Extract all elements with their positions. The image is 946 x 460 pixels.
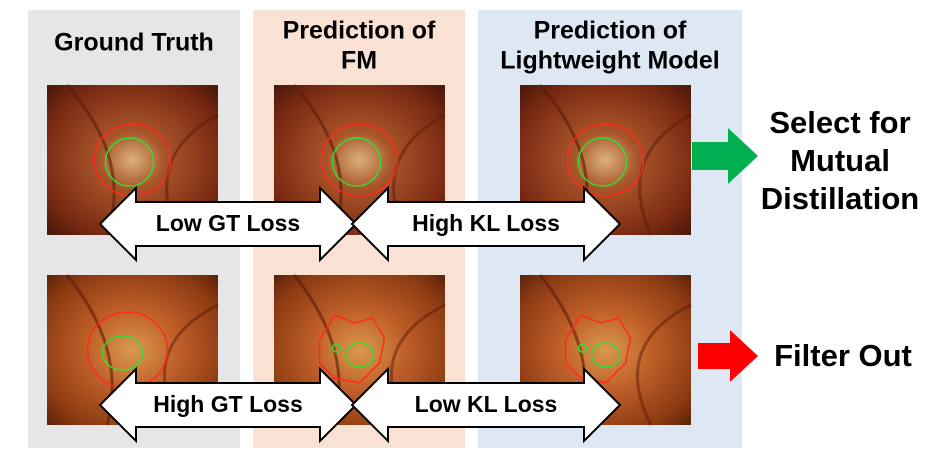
column-title: FM [341, 47, 377, 75]
outcome-text: Filter Out [774, 338, 912, 373]
arrow-label: High GT Loss [153, 391, 303, 417]
column-title: Ground Truth [54, 29, 214, 57]
column-title: Prediction of [283, 17, 436, 45]
cup-contour [104, 137, 155, 187]
arrow-label: Low KL Loss [415, 391, 558, 417]
disc-contour [564, 314, 632, 384]
disc-contour [320, 123, 399, 197]
cup-contour [577, 137, 628, 187]
cup-contour [590, 342, 621, 368]
cup-contour [331, 137, 382, 187]
cup-contour [577, 343, 588, 353]
double-arrow [350, 185, 622, 263]
disc-contour [566, 123, 645, 197]
outcome-text: Select for [769, 105, 910, 140]
vessel [636, 303, 692, 426]
select-arrow [692, 128, 758, 184]
cup-contour [101, 335, 144, 371]
filter-arrow [698, 330, 758, 382]
outcome-text: Distillation [761, 181, 919, 216]
column-title: Prediction of [534, 17, 687, 45]
double-arrow [350, 366, 622, 444]
column-title: Lightweight Model [500, 47, 719, 75]
cup-contour [344, 342, 375, 368]
cup-contour [331, 343, 342, 353]
arrow-label: High KL Loss [412, 210, 560, 236]
arrows: Low GT Loss High KL Loss High GT Loss Low K… [98, 185, 622, 444]
disc-contour [318, 314, 386, 384]
outcome-text: Mutual [790, 143, 890, 178]
arrow-label: Low GT Loss [156, 210, 300, 236]
